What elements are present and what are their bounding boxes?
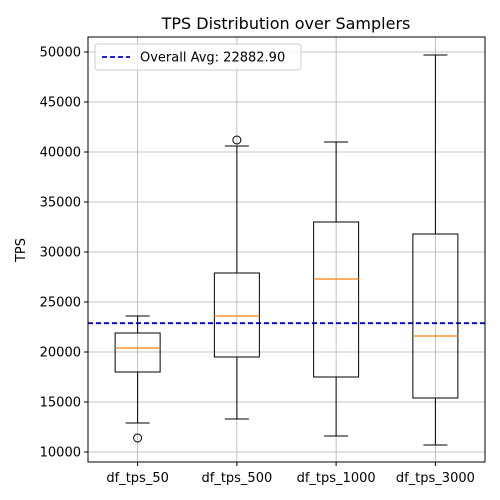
- box-iqr: [213, 272, 260, 358]
- box-df_tps_3000: [412, 54, 459, 446]
- y-tick-label: 25000: [40, 296, 81, 311]
- box-iqr: [313, 221, 360, 378]
- y-tick-label: 50000: [40, 46, 81, 61]
- y-ticks: 10000 15000 20000 25000 30000 35000 40000 45000…: [40, 46, 88, 461]
- x-tick-label: df_tps_500: [201, 471, 272, 486]
- legend: Overall Avg: 22882.90: [94, 43, 302, 71]
- outlier-point: [232, 135, 242, 145]
- x-ticks: df_tps_50 df_tps_500 df_tps_1000 df_tps_300…: [106, 462, 475, 486]
- outlier-point: [133, 433, 143, 443]
- x-tick-label: df_tps_3000: [396, 471, 475, 486]
- box-df_tps_50: [114, 315, 161, 443]
- y-tick-label: 40000: [40, 146, 81, 161]
- y-axis-label: TPS: [14, 238, 29, 263]
- x-tick-label: df_tps_1000: [297, 471, 376, 486]
- box-iqr: [114, 332, 161, 373]
- y-tick-label: 35000: [40, 196, 81, 211]
- chart-title: TPS Distribution over Samplers: [161, 14, 411, 33]
- y-tick-label: 45000: [40, 96, 81, 111]
- boxes-layer: [114, 54, 459, 446]
- box-df_tps_500: [213, 135, 260, 420]
- y-tick-label: 20000: [40, 346, 81, 361]
- y-tick-label: 10000: [40, 446, 81, 461]
- box-df_tps_1000: [313, 141, 360, 437]
- y-tick-label: 30000: [40, 246, 81, 261]
- x-tick-label: df_tps_50: [106, 471, 169, 486]
- legend-label: Overall Avg: 22882.90: [140, 51, 285, 66]
- y-tick-label: 15000: [40, 396, 81, 411]
- box-iqr: [412, 233, 459, 399]
- legend-frame: [94, 43, 302, 71]
- plot-frame: [87, 36, 486, 463]
